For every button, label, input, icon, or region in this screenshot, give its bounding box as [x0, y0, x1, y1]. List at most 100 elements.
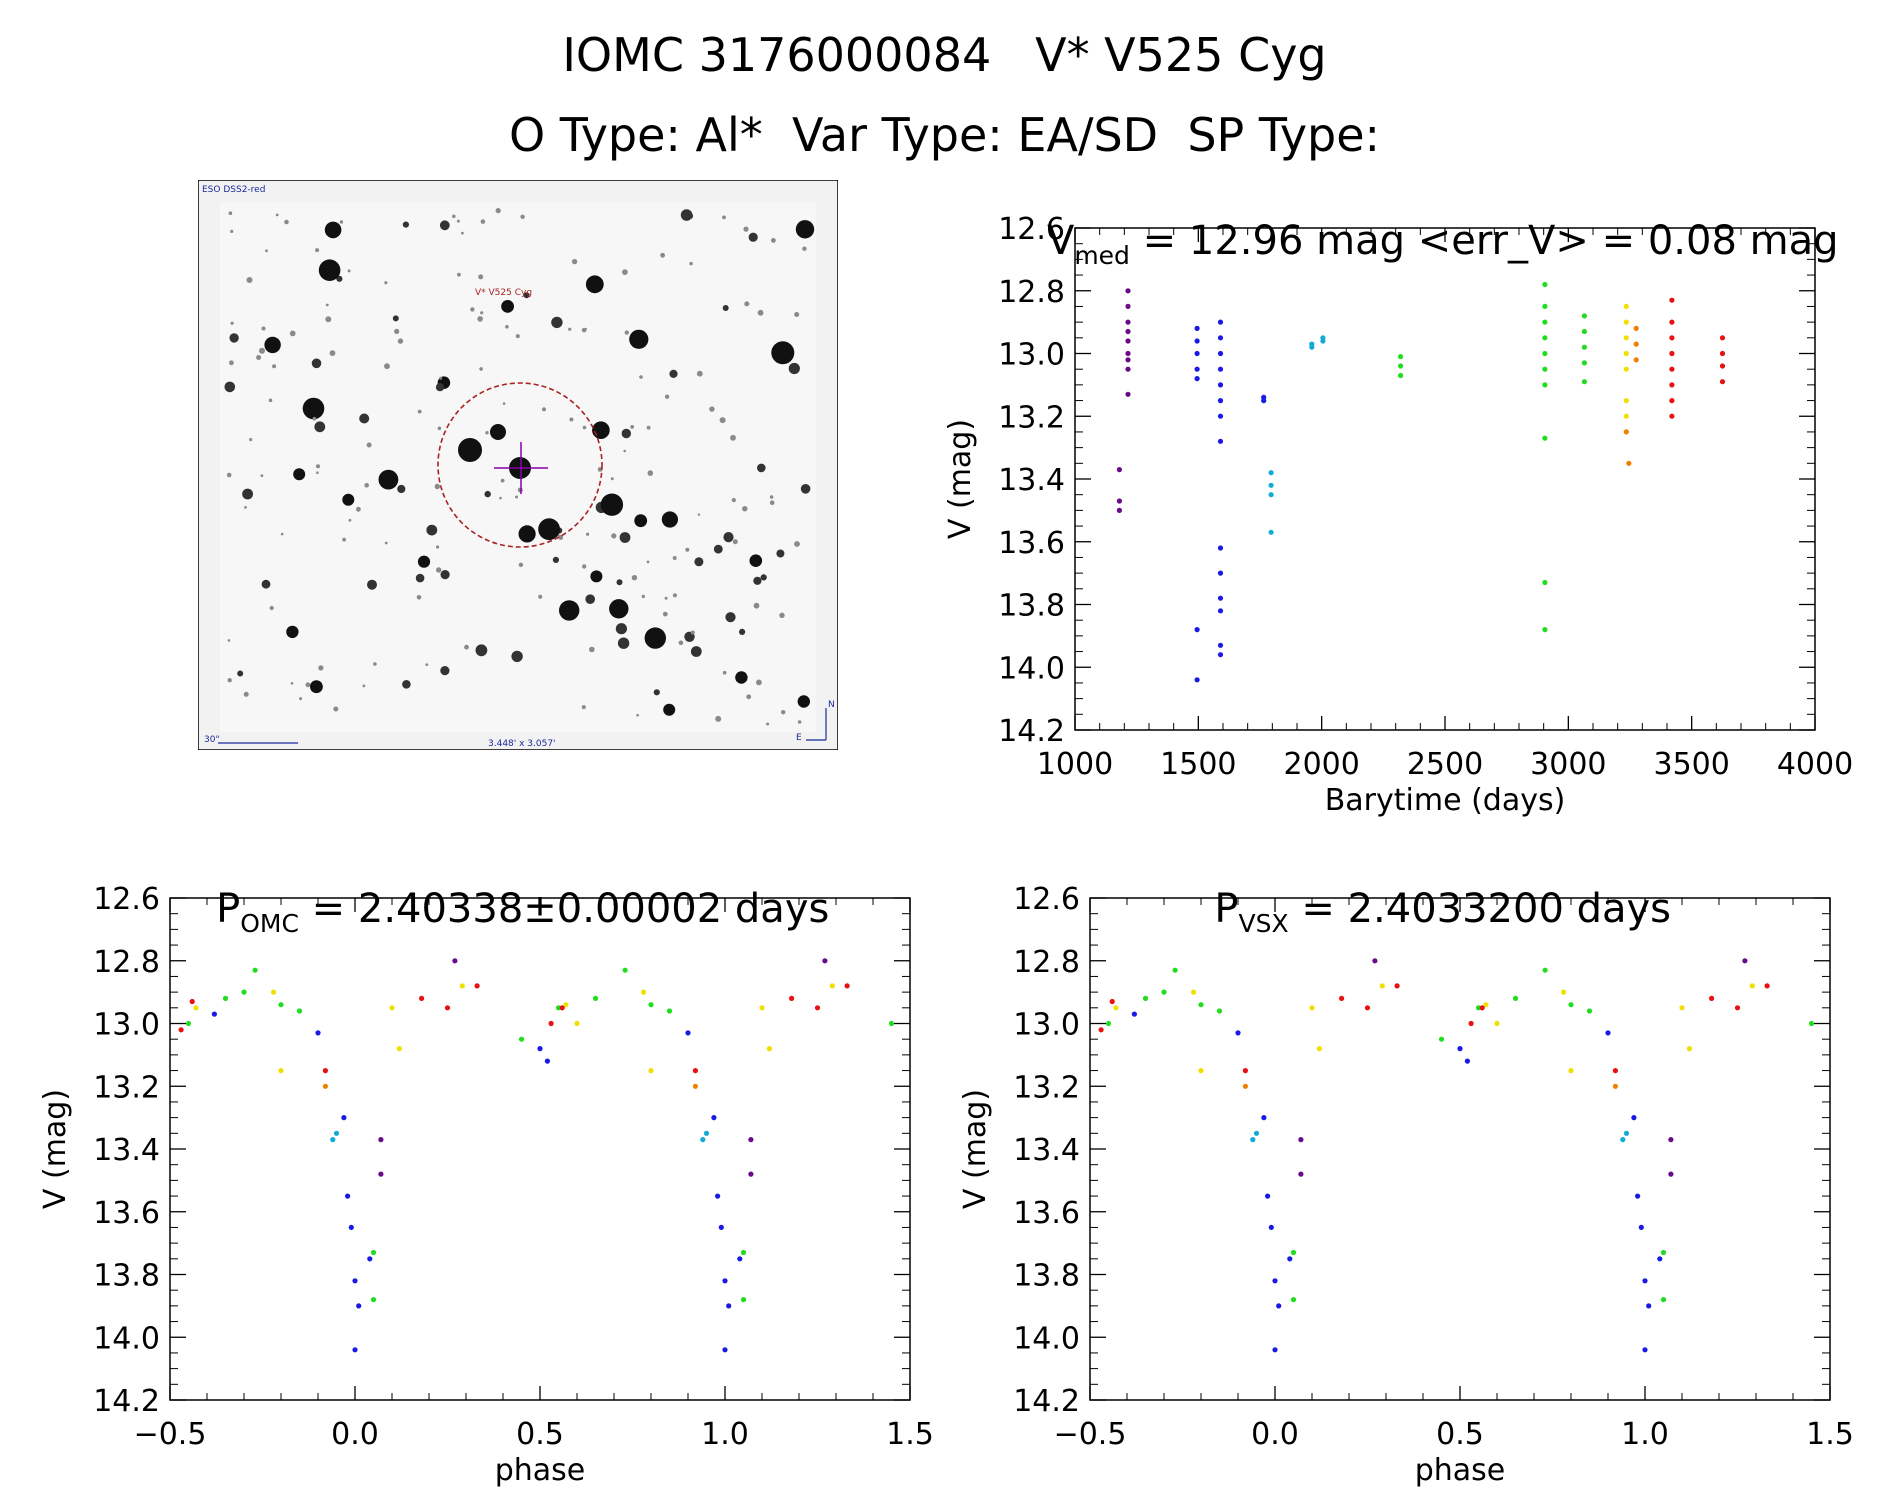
- phase-vsx-point: [1098, 1027, 1104, 1033]
- phase-vsx-xtick-label: 1.0: [1621, 1417, 1669, 1452]
- phase-omc-point: [563, 1002, 569, 1008]
- star: [664, 596, 668, 600]
- star: [590, 570, 603, 583]
- lightcurve-point: [1633, 325, 1639, 331]
- phase-vsx-point: [1642, 1347, 1648, 1353]
- lightcurve-ytick-label: 13.6: [998, 526, 1065, 561]
- phase-omc-ytick-label: 13.6: [93, 1196, 160, 1231]
- star: [259, 347, 265, 354]
- phase-omc-point: [452, 958, 458, 964]
- phase-vsx-point: [1749, 983, 1755, 989]
- star: [325, 303, 329, 307]
- phase-vsx-point: [1686, 1046, 1692, 1052]
- lightcurve-point: [1217, 382, 1224, 388]
- phase-omc-point: [389, 1005, 395, 1011]
- lightcurve-point: [1719, 350, 1726, 357]
- phase-vsx-point: [1494, 1020, 1500, 1027]
- star: [515, 334, 520, 339]
- phase-vsx-point: [1468, 1020, 1474, 1027]
- star: [336, 275, 343, 282]
- phase-vsx-xtick-label: 1.5: [1806, 1417, 1854, 1452]
- star: [228, 211, 233, 215]
- star: [518, 525, 536, 543]
- phase-vsx-point: [1235, 1030, 1241, 1036]
- star: [242, 488, 253, 500]
- phase-omc-point: [444, 1005, 451, 1011]
- survey-label: ESO DSS2-red: [202, 185, 265, 195]
- star: [500, 478, 505, 483]
- phase-omc-point: [737, 1256, 743, 1262]
- lightcurve-point: [1542, 627, 1548, 633]
- phase-omc-point: [559, 1005, 565, 1011]
- phase-vsx-xtick-label: −0.5: [1054, 1417, 1127, 1452]
- phase-omc-xtick-label: 0.5: [516, 1417, 564, 1452]
- phase-omc-point: [748, 1171, 754, 1177]
- star: [739, 628, 746, 635]
- lightcurve-xtick-label: 1500: [1160, 747, 1236, 782]
- phase-omc-ylabel: V (mag): [38, 1089, 73, 1209]
- phase-omc-point: [822, 958, 828, 964]
- phase-omc-point: [370, 1249, 377, 1256]
- phase-vsx-point: [1250, 1137, 1256, 1143]
- phase-vsx-ytick-label: 13.8: [1013, 1259, 1080, 1294]
- star: [312, 416, 317, 421]
- phase-omc-point: [459, 983, 465, 989]
- star: [756, 679, 762, 686]
- star: [781, 710, 786, 715]
- star: [261, 326, 266, 331]
- phase-vsx-point: [1109, 998, 1115, 1005]
- lightcurve-point: [1125, 288, 1131, 294]
- star: [771, 238, 776, 243]
- lightcurve-point: [1669, 398, 1675, 404]
- lightcurve-ytick-label: 13.8: [998, 589, 1065, 624]
- star: [609, 599, 629, 619]
- phase-vsx-point: [1631, 1115, 1637, 1121]
- lightcurve-point: [1581, 328, 1587, 335]
- phase-omc-point: [518, 1036, 525, 1042]
- star: [621, 428, 631, 439]
- star: [333, 706, 339, 712]
- phase-omc-point: [193, 1005, 199, 1011]
- phase-omc-point: [211, 1011, 217, 1017]
- phase-vsx-point: [1272, 1347, 1278, 1353]
- star: [415, 573, 425, 583]
- lightcurve-point: [1217, 366, 1224, 372]
- star: [664, 394, 670, 399]
- star: [753, 576, 762, 585]
- lightcurve-point: [1623, 429, 1629, 435]
- phase-vsx-point: [1605, 1030, 1611, 1036]
- star: [347, 269, 351, 273]
- phase-vsx-point: [1105, 1020, 1112, 1027]
- phase-omc-point: [555, 1005, 562, 1011]
- star: [690, 646, 702, 657]
- star: [505, 325, 509, 329]
- phase-omc-point: [322, 1068, 328, 1074]
- star: [452, 214, 456, 219]
- lightcurve-point: [1116, 498, 1122, 504]
- phase-omc-point: [178, 1027, 184, 1033]
- phase-vsx-point: [1668, 1137, 1674, 1143]
- lightcurve-point: [1542, 382, 1548, 388]
- phase-vsx-point: [1668, 1171, 1674, 1177]
- phase-vsx-point: [1131, 1011, 1137, 1017]
- phase-omc-xtick-label: 0.0: [331, 1417, 379, 1452]
- lightcurve-frame: [1074, 227, 1816, 731]
- star: [425, 663, 429, 666]
- star: [797, 720, 802, 724]
- phase-omc-ytick-label: 14.2: [93, 1384, 160, 1419]
- star: [617, 637, 630, 649]
- star: [342, 537, 346, 542]
- phase-omc-point: [367, 1256, 373, 1262]
- star: [436, 545, 440, 549]
- phase-omc-point: [271, 989, 277, 995]
- star: [568, 327, 572, 331]
- finder-chart: ESO DSS2-red V* V525 Cyg 30" 3.448' x 3.…: [197, 179, 839, 751]
- star: [342, 493, 355, 506]
- figure-subtitle: O Type: Al* Var Type: EA/SD SP Type:: [508, 108, 1381, 162]
- star: [769, 495, 774, 499]
- star: [227, 678, 232, 683]
- phase-omc-point: [544, 1058, 551, 1064]
- phase-omc-point: [759, 1005, 765, 1011]
- phase-vsx-ytick-label: 13.2: [1013, 1070, 1080, 1105]
- lightcurve-point: [1623, 303, 1629, 309]
